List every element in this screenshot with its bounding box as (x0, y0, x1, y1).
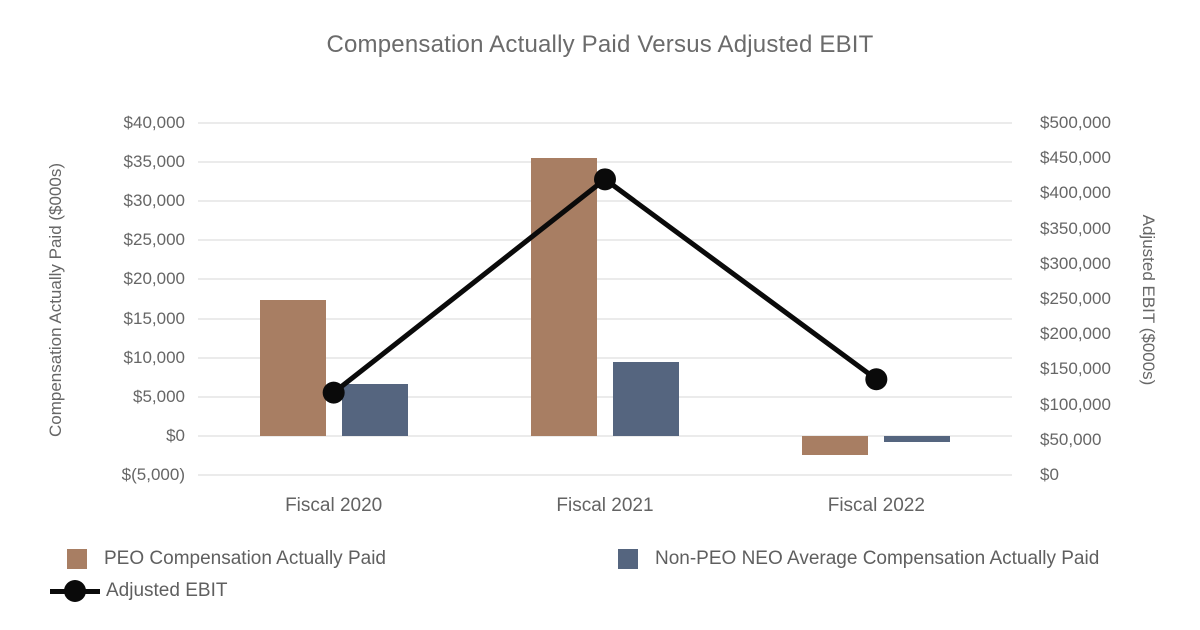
category-label-fiscal-2020: Fiscal 2020 (285, 495, 383, 516)
legend-label-adjusted-ebit: Adjusted EBIT (106, 580, 228, 601)
right-axis-tick: $500,000 (1040, 113, 1111, 132)
legend-item-adjusted-ebit: Adjusted EBIT (50, 580, 227, 602)
gridline (198, 239, 1012, 242)
legend-label-non-peo: Non-PEO NEO Average Compensation Actuall… (655, 548, 1100, 569)
right-axis-tick: $400,000 (1040, 183, 1111, 203)
bar-peo-fiscal-2022 (802, 435, 869, 456)
right-axis-tick: $100,000 (1040, 394, 1111, 414)
gridline (198, 474, 1012, 476)
legend-item-non-peo: Non-PEO NEO Average Compensation Actuall… (618, 548, 1099, 570)
gridline (198, 278, 1012, 281)
gridline (198, 161, 1012, 164)
right-axis-tick: $50,000 (1040, 429, 1102, 449)
left-axis-tick: $25,000 (123, 230, 185, 250)
right-axis-tick: $300,000 (1040, 253, 1111, 273)
left-axis-tick: $40,000 (123, 113, 185, 132)
gridline (198, 434, 1012, 437)
left-axis-tick: $30,000 (123, 191, 185, 211)
left-axis-tick: $(5,000) (121, 465, 185, 484)
gridline (198, 122, 1012, 124)
legend-label-peo: PEO Compensation Actually Paid (104, 548, 386, 569)
legend-swatch-peo-icon (67, 549, 87, 569)
legend-line-dot-icon (50, 580, 100, 602)
category-label-fiscal-2022: Fiscal 2022 (827, 495, 925, 516)
right-axis-tick: $450,000 (1040, 148, 1111, 168)
line-adjusted-ebit (332, 176, 878, 395)
chart-title: Compensation Actually Paid Versus Adjust… (326, 31, 874, 58)
right-axis-tick: $200,000 (1040, 324, 1111, 344)
left-axis-tick: $35,000 (123, 152, 185, 172)
bar-non-peo-fiscal-2022 (884, 435, 951, 442)
line-point-fiscal-2022 (865, 368, 888, 391)
left-axis-tick: $0 (166, 425, 185, 445)
right-axis-tick: $250,000 (1040, 289, 1111, 308)
left-axis-tick: $20,000 (123, 269, 185, 289)
legend-swatch-non-peo-icon (618, 549, 638, 569)
bar-peo-fiscal-2021 (531, 158, 597, 436)
right-axis-tick: $350,000 (1040, 218, 1111, 238)
bar-non-peo-fiscal-2020 (341, 384, 408, 436)
bar-peo-fiscal-2020 (259, 299, 326, 436)
right-axis-tick: $150,000 (1040, 359, 1111, 379)
category-label-fiscal-2021: Fiscal 2021 (556, 495, 654, 516)
left-axis-tick: $10,000 (123, 347, 185, 367)
line-point-fiscal-2021 (594, 168, 616, 191)
left-axis-tick: $5,000 (133, 386, 185, 406)
bar-non-peo-fiscal-2021 (613, 361, 679, 436)
gridline (198, 395, 1012, 398)
legend-item-peo: PEO Compensation Actually Paid (67, 548, 386, 570)
right-axis-tick: $0 (1040, 465, 1059, 484)
right-axis-title: Adjusted EBIT ($000s) (1139, 214, 1158, 386)
gridline (198, 200, 1012, 203)
left-axis-tick: $15,000 (123, 308, 185, 328)
